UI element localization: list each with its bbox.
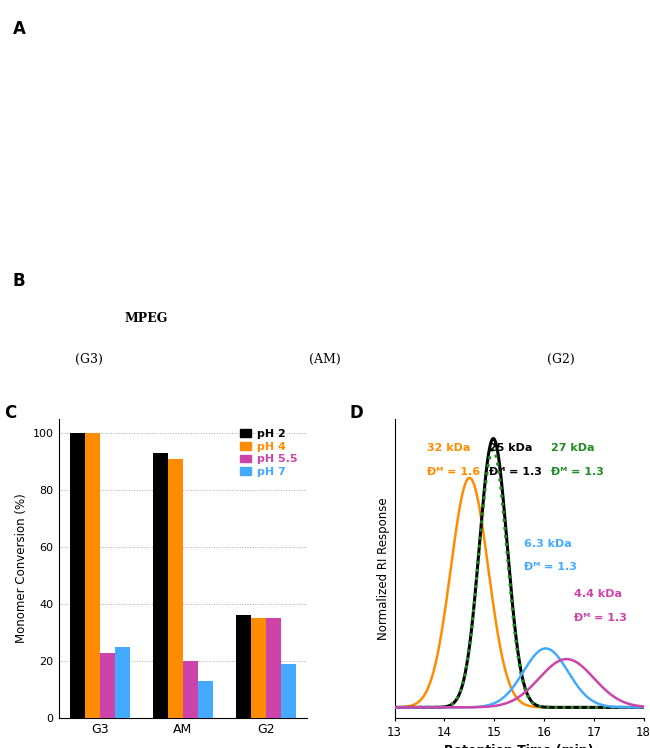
Text: MPEG: MPEG xyxy=(125,312,168,325)
Text: 32 kDa: 32 kDa xyxy=(427,443,471,453)
Y-axis label: Monomer Conversion (%): Monomer Conversion (%) xyxy=(16,494,29,643)
Text: 25 kDa: 25 kDa xyxy=(489,443,532,453)
Text: Ðᴹ = 1.3: Ðᴹ = 1.3 xyxy=(551,467,604,476)
Y-axis label: Normalized RI Response: Normalized RI Response xyxy=(378,497,391,640)
Text: Ðᴹ = 1.6: Ðᴹ = 1.6 xyxy=(427,467,480,476)
Bar xyxy=(198,681,213,718)
Text: (G3): (G3) xyxy=(75,352,103,366)
Bar xyxy=(251,619,266,718)
Text: Ðᴹ = 1.3: Ðᴹ = 1.3 xyxy=(524,562,577,572)
Text: (G2): (G2) xyxy=(547,352,575,366)
Text: C: C xyxy=(4,404,16,422)
Bar xyxy=(266,619,281,718)
Bar xyxy=(236,616,251,718)
Text: (AM): (AM) xyxy=(309,352,341,366)
Text: Ðᴹ = 1.3: Ðᴹ = 1.3 xyxy=(489,467,542,476)
Text: A: A xyxy=(13,19,26,37)
X-axis label: Retention Time (min): Retention Time (min) xyxy=(445,744,594,748)
Bar xyxy=(115,647,130,718)
Text: 4.4 kDa: 4.4 kDa xyxy=(574,589,622,599)
Bar xyxy=(100,652,115,718)
Bar xyxy=(153,453,168,718)
Bar xyxy=(168,459,183,718)
Bar xyxy=(70,433,85,718)
Text: 6.3 kDa: 6.3 kDa xyxy=(524,539,572,548)
Text: B: B xyxy=(13,272,25,290)
Text: Ðᴹ = 1.3: Ðᴹ = 1.3 xyxy=(574,613,627,623)
Bar xyxy=(85,433,100,718)
Text: D: D xyxy=(350,404,363,422)
Text: 27 kDa: 27 kDa xyxy=(551,443,595,453)
Bar xyxy=(183,661,198,718)
Bar xyxy=(281,664,296,718)
Legend: pH 2, pH 4, pH 5.5, pH 7: pH 2, pH 4, pH 5.5, pH 7 xyxy=(236,424,302,482)
